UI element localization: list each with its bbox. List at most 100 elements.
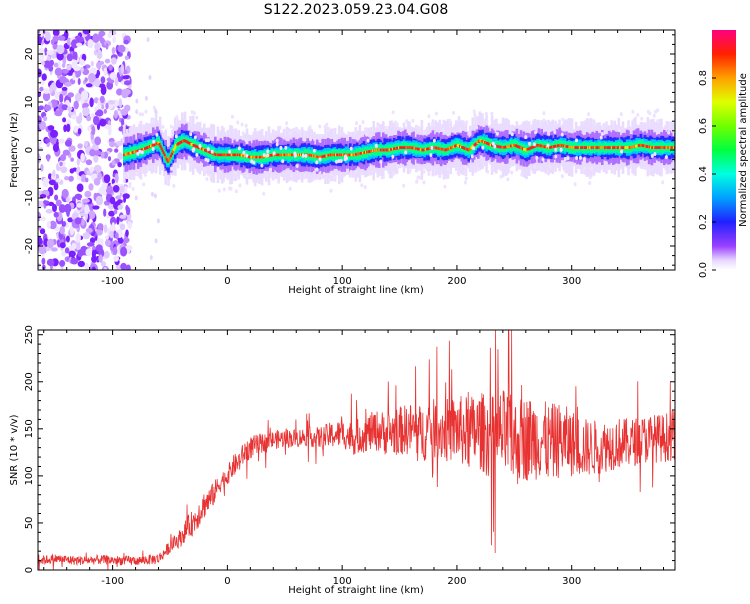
heatmap-noise-cell <box>422 130 426 134</box>
heatmap-noise-cell <box>98 254 103 263</box>
heatmap-noise-cell <box>54 194 59 201</box>
heatmap-noise-cell <box>123 39 129 45</box>
heatmap-noise-cell <box>151 119 155 124</box>
heatmap-peak-cell <box>158 142 161 146</box>
spectrogram-heatmap <box>38 30 675 270</box>
heatmap-peak-cell <box>588 146 591 149</box>
heatmap-noise-cell <box>295 164 299 168</box>
heatmap-noise-cell <box>116 88 123 96</box>
heatmap-noise-cell <box>104 58 111 64</box>
heatmap-noise-cell <box>117 154 125 159</box>
heatmap-noise-cell <box>42 177 49 188</box>
heatmap-peak-cell <box>163 153 166 157</box>
heatmap-noise-cell <box>82 106 90 117</box>
heatmap-noise-cell <box>349 146 353 151</box>
heatmap-noise-cell <box>288 131 292 135</box>
heatmap-noise-cell <box>86 242 95 247</box>
heatmap-noise-cell <box>77 143 83 149</box>
heatmap-noise-cell <box>588 175 592 180</box>
heatmap-noise-cell <box>66 106 73 111</box>
heatmap-noise-cell <box>64 247 70 254</box>
heatmap-noise-cell <box>296 128 300 133</box>
heatmap-noise-cell <box>198 144 202 148</box>
heatmap-noise-cell <box>39 80 45 85</box>
heatmap-noise-cell <box>117 237 124 244</box>
heatmap-noise-cell <box>104 124 112 130</box>
heatmap-noise-cell <box>123 88 131 95</box>
heatmap-noise-cell <box>109 230 114 239</box>
heatmap-noise-cell <box>353 130 357 134</box>
heatmap-noise-cell <box>228 186 232 191</box>
heatmap-noise-cell <box>465 120 469 125</box>
heatmap-noise-cell <box>210 149 214 154</box>
heatmap-noise-cell <box>74 217 82 225</box>
heatmap-noise-cell <box>491 141 495 146</box>
heatmap-noise-cell <box>250 159 254 164</box>
heatmap-noise-cell <box>588 181 592 185</box>
heatmap-noise-cell <box>52 42 58 50</box>
heatmap-noise-cell <box>101 104 105 110</box>
heatmap-noise-cell <box>54 110 63 117</box>
heatmap-noise-cell <box>77 78 81 85</box>
heatmap-noise-cell <box>640 116 644 121</box>
heatmap-noise-cell <box>534 130 538 135</box>
heatmap-noise-cell <box>107 100 116 105</box>
heatmap-noise-cell <box>44 104 51 112</box>
heatmap-noise-cell <box>61 86 68 91</box>
heatmap-noise-cell <box>245 173 249 178</box>
heatmap-noise-cell <box>333 138 337 143</box>
heatmap-noise-cell <box>70 157 74 162</box>
heatmap-noise-cell <box>620 149 623 154</box>
heatmap-noise-cell <box>653 152 657 156</box>
heatmap-noise-cell <box>392 171 396 176</box>
heatmap-peak-cell <box>173 146 177 149</box>
heatmap-noise-cell <box>111 222 116 231</box>
heatmap-noise-cell <box>242 150 246 155</box>
heatmap-noise-cell <box>619 112 623 117</box>
heatmap-noise-cell <box>123 238 127 245</box>
heatmap-noise-cell <box>104 235 109 240</box>
heatmap-noise-cell <box>88 183 94 191</box>
heatmap-noise-cell <box>343 157 347 162</box>
heatmap-noise-cell <box>57 35 66 41</box>
colorbar-axes: 0.0 0.2 0.4 0.6 0.8 <box>698 70 716 278</box>
heatmap-peak-cell <box>635 144 638 148</box>
heatmap-noise-cell <box>43 88 50 94</box>
heatmap-noise-cell <box>40 164 44 172</box>
heatmap-noise-cell <box>117 199 123 204</box>
heatmap-noise-cell <box>308 125 312 130</box>
heatmap-noise-cell <box>116 141 124 146</box>
heatmap-noise-cell <box>93 150 102 156</box>
heatmap-noise-cell <box>62 149 71 156</box>
heatmap-noise-cell <box>66 64 72 71</box>
heatmap-noise-cell <box>47 125 55 131</box>
heatmap-noise-cell <box>87 210 96 220</box>
heatmap-noise-cell <box>152 105 156 110</box>
heatmap-noise-cell <box>654 109 658 114</box>
heatmap-noise-cell <box>68 175 74 182</box>
heatmap-noise-cell <box>241 136 245 141</box>
heatmap-noise-cell <box>263 170 267 175</box>
heatmap-noise-cell <box>384 125 387 130</box>
colorbar-tick-label: 0.4 <box>698 166 709 182</box>
heatmap-noise-cell <box>81 218 85 226</box>
heatmap-noise-cell <box>402 183 406 188</box>
heatmap-noise-cell <box>333 175 337 180</box>
heatmap-noise-cell <box>73 125 79 133</box>
heatmap-noise-cell <box>667 130 671 135</box>
heatmap-noise-cell <box>363 185 367 190</box>
heatmap-noise-cell <box>429 153 433 158</box>
heatmap-noise-cell <box>235 137 239 142</box>
snr-xlabel: Height of straight line (km) <box>288 585 424 596</box>
heatmap-noise-cell <box>240 122 244 127</box>
heatmap-noise-cell <box>59 226 65 235</box>
heatmap-noise-cell <box>174 134 178 139</box>
heatmap-noise-cell <box>111 160 116 166</box>
x-tick-label: 100 <box>333 576 352 587</box>
heatmap-noise-cell <box>284 145 288 150</box>
snr-axes: -100 0 100 200 300 0 50 100 150 200 250 <box>24 325 675 587</box>
heatmap-noise-cell <box>38 106 42 111</box>
heatmap-noise-cell <box>75 233 81 243</box>
heatmap-noise-cell <box>77 128 82 135</box>
heatmap-noise-cell <box>495 131 499 136</box>
